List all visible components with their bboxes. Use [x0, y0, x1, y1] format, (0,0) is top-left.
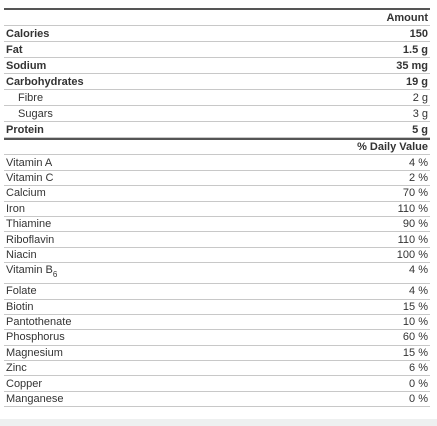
vitamin-value: 10 %: [402, 316, 428, 329]
nutrition-table: Amount Calories 150 Fat 1.5 g Sodium 35 mg Car…: [4, 8, 430, 408]
vitamin-label: Zinc: [6, 362, 27, 375]
nutrient-amount: 19 g: [405, 75, 428, 88]
vitamin-row: Vitamin A 4 %: [4, 155, 430, 171]
vitamin-value: 4 %: [409, 156, 428, 169]
vitamin-label: Biotin: [6, 300, 34, 313]
vitamin-row: Niacin 100 %: [4, 248, 430, 264]
nutrient-row: Protein 5 g: [4, 122, 430, 138]
vitamin-row: Zinc 6 %: [4, 361, 430, 377]
nutrient-label: Calories: [6, 27, 50, 40]
vitamin-row: Biotin 15 %: [4, 300, 430, 315]
footer-band: [0, 419, 437, 426]
nutrient-amount: 3 g: [412, 107, 428, 120]
vitamin-label: Magnesium: [6, 346, 63, 359]
vitamin-value: 2 %: [409, 171, 428, 184]
vitamin-value: 60 %: [402, 331, 428, 344]
nutrient-label: Carbohydrates: [6, 75, 84, 88]
vitamin-row: Iron 110 %: [4, 202, 430, 217]
vitamin-label: Iron: [6, 202, 25, 215]
vitamin-value: 15 %: [402, 300, 428, 313]
nutrient-row: Calories 150: [4, 26, 430, 42]
header-row: Amount: [4, 10, 430, 26]
nutrient-amount: 2 g: [412, 91, 428, 104]
vitamin-label: Phosphorus: [6, 331, 65, 344]
vitamin-value: 70 %: [402, 187, 428, 200]
vitamin-row: Vitamin C 2 %: [4, 171, 430, 187]
vitamin-value: 110 %: [397, 233, 428, 246]
vitamin-row: Calcium 70 %: [4, 186, 430, 202]
vitamins-section: % Daily Value Vitamin A 4 % Vitamin C 2 % Ca…: [4, 138, 430, 408]
nutrient-label: Sugars: [18, 107, 53, 120]
vitamin-row: Pantothenate 10 %: [4, 315, 430, 331]
vitamin-label: Niacin: [6, 248, 37, 261]
vitamin-label: Riboflavin: [6, 233, 55, 246]
vitamin-value: 0 %: [409, 377, 428, 390]
vitamin-label: Manganese: [6, 393, 64, 406]
header-row: % Daily Value: [4, 140, 430, 156]
amount-header: Amount: [386, 11, 428, 24]
vitamin-subscript: 6: [52, 270, 58, 280]
nutrients-section: Amount Calories 150 Fat 1.5 g Sodium 35 mg Car…: [4, 8, 430, 138]
vitamin-label: Vitamin B6: [6, 264, 58, 280]
nutrient-label: Sodium: [6, 59, 47, 72]
nutrient-label: Protein: [6, 123, 44, 136]
vitamin-value: 4 %: [409, 264, 428, 277]
vitamin-row: Vitamin B6 4 %: [4, 263, 430, 285]
nutrient-row: Carbohydrates 19 g: [4, 74, 430, 90]
vitamin-label: Pantothenate: [6, 316, 72, 329]
vitamin-row: Folate 4 %: [4, 284, 430, 300]
vitamin-value: 110 %: [397, 202, 428, 215]
nutrient-row: Sugars 3 g: [4, 106, 430, 122]
vitamin-row: Copper 0 %: [4, 376, 430, 392]
nutrient-amount: 150: [409, 27, 428, 40]
vitamin-row: Magnesium 15 %: [4, 346, 430, 362]
vitamin-label: Vitamin A: [6, 156, 53, 169]
nutrient-amount: 1.5 g: [402, 43, 428, 56]
vitamin-label: Folate: [6, 285, 37, 298]
nutrient-label: Fat: [6, 43, 23, 56]
nutrient-row: Fat 1.5 g: [4, 42, 430, 58]
vitamin-value: 4 %: [409, 285, 428, 298]
nutrient-row: Sodium 35 mg: [4, 58, 430, 74]
vitamin-row: Thiamine 90 %: [4, 217, 430, 233]
vitamin-label: Copper: [6, 377, 43, 390]
vitamin-value: 90 %: [402, 218, 428, 231]
vitamin-value: 6 %: [409, 362, 428, 375]
vitamin-value: 15 %: [402, 346, 428, 359]
vitamin-value: 100 %: [396, 248, 428, 261]
vitamin-row: Manganese 0 %: [4, 392, 430, 408]
vitamin-row: Phosphorus 60 %: [4, 330, 430, 346]
nutrient-amount: 35 mg: [396, 59, 428, 72]
nutrient-row: Fibre 2 g: [4, 90, 430, 106]
vitamin-label: Vitamin C: [6, 171, 54, 184]
nutrient-amount: 5 g: [412, 123, 428, 136]
nutrient-label: Fibre: [18, 91, 44, 104]
vitamin-value: 0 %: [409, 393, 428, 406]
vitamin-label: Thiamine: [6, 218, 52, 231]
vitamin-label: Calcium: [6, 187, 46, 200]
vitamin-row: Riboflavin 110 %: [4, 232, 430, 248]
daily-value-header: % Daily Value: [357, 141, 428, 154]
